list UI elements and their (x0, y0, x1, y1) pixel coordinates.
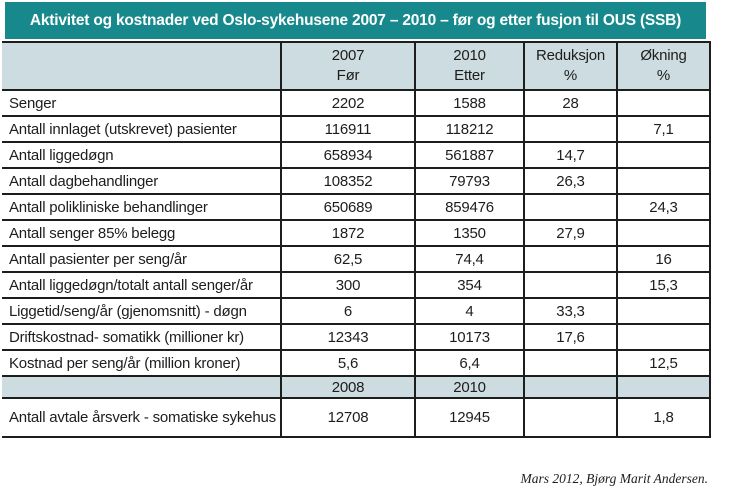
cell-reduksjon: 26,3 (523, 167, 618, 195)
header-sub: Før (336, 67, 360, 84)
header-sub: % (563, 67, 578, 84)
cell-2007: 12343 (280, 323, 416, 351)
cell-okning: 7,1 (616, 115, 711, 143)
cell-okning (616, 323, 711, 351)
credit-text: Mars 2012, Bjørg Marit Andersen. (520, 471, 709, 486)
row-label: Antall avtale årsverk - somatiske sykehu… (2, 397, 282, 438)
mid-header-2008: 2008 (280, 375, 416, 399)
cell-reduksjon (523, 397, 618, 438)
mid-header-okning (616, 375, 711, 399)
header-sub: Etter (454, 67, 485, 84)
cell-2007: 658934 (280, 141, 416, 169)
cell-2007: 650689 (280, 193, 416, 221)
cell-okning: 15,3 (616, 271, 711, 299)
cell-okning: 16 (616, 245, 711, 273)
row-label: Kostnad per seng/år (million kroner) (2, 349, 282, 377)
row-label: Antall pasienter per seng/år (2, 245, 282, 273)
header-reduksjon: Reduksjon % (523, 41, 618, 91)
table-row: Driftskostnad- somatikk (millioner kr) 1… (2, 323, 711, 351)
table-row: Antall pasienter per seng/år 62,5 74,4 1… (2, 245, 711, 273)
cell-reduksjon (523, 245, 618, 273)
header-year: Reduksjon (535, 46, 606, 64)
table-row: Liggetid/seng/år (gjenomsnitt) - døgn 6 … (2, 297, 711, 325)
cell-okning (616, 297, 711, 325)
table-title: Aktivitet og kostnader ved Oslo-sykehuse… (5, 2, 706, 39)
cell-reduksjon (523, 193, 618, 221)
table-row: Antall senger 85% belegg 1872 1350 27,9 (2, 219, 711, 247)
cell-reduksjon: 27,9 (523, 219, 618, 247)
cell-2007: 2202 (280, 89, 416, 117)
table-row: Kostnad per seng/år (million kroner) 5,6… (2, 349, 711, 377)
cell-reduksjon: 14,7 (523, 141, 618, 169)
header-row: 2007 Før 2010 Etter Reduksjon % Økning % (2, 41, 711, 91)
cell-okning (616, 219, 711, 247)
cell-reduksjon (523, 349, 618, 377)
header-year: Økning (640, 46, 687, 64)
cell-reduksjon (523, 271, 618, 299)
cell-2010: 1588 (414, 89, 525, 117)
cell-reduksjon: 33,3 (523, 297, 618, 325)
cell-2007: 6 (280, 297, 416, 325)
data-table: 2007 Før 2010 Etter Reduksjon % Økning % (2, 41, 711, 438)
cell-2010: 12945 (414, 397, 525, 438)
cell-2010: 10173 (414, 323, 525, 351)
row-label: Antall polikliniske behandlinger (2, 193, 282, 221)
cell-2007: 1872 (280, 219, 416, 247)
cell-2007: 108352 (280, 167, 416, 195)
row-label: Senger (2, 89, 282, 117)
cell-okning: 24,3 (616, 193, 711, 221)
row-label: Antall dagbehandlinger (2, 167, 282, 195)
mid-header-row: 2008 2010 (2, 375, 711, 399)
cell-2010: 859476 (414, 193, 525, 221)
cell-2010: 118212 (414, 115, 525, 143)
header-2007-for: 2007 Før (280, 41, 416, 91)
cell-2010: 354 (414, 271, 525, 299)
table-row: Antall liggedøgn 658934 561887 14,7 (2, 141, 711, 169)
cell-okning (616, 167, 711, 195)
cell-reduksjon: 17,6 (523, 323, 618, 351)
row-label: Antall liggedøgn/totalt antall senger/år (2, 271, 282, 299)
header-year: 2007 (331, 46, 365, 64)
mid-header-label (2, 375, 282, 399)
cell-2010: 79793 (414, 167, 525, 195)
table-row: Antall dagbehandlinger 108352 79793 26,3 (2, 167, 711, 195)
table-row: Antall innlaget (utskrevet) pasienter 11… (2, 115, 711, 143)
cell-reduksjon: 28 (523, 89, 618, 117)
cell-okning: 1,8 (616, 397, 711, 438)
mid-header-reduksjon (523, 375, 618, 399)
table-row: Antall avtale årsverk - somatiske sykehu… (2, 397, 711, 438)
mid-header-2010: 2010 (414, 375, 525, 399)
header-year: 2010 (453, 46, 486, 64)
cell-okning (616, 89, 711, 117)
cell-2010: 1350 (414, 219, 525, 247)
header-label-cell (2, 41, 282, 91)
row-label: Antall innlaget (utskrevet) pasienter (2, 115, 282, 143)
table-row: Antall liggedøgn/totalt antall senger/år… (2, 271, 711, 299)
cell-2010: 4 (414, 297, 525, 325)
cell-2007: 300 (280, 271, 416, 299)
cell-okning: 12,5 (616, 349, 711, 377)
row-label: Antall liggedøgn (2, 141, 282, 169)
table-row: Senger 2202 1588 28 (2, 89, 711, 117)
header-okning: Økning % (616, 41, 711, 91)
cell-2010: 74,4 (414, 245, 525, 273)
cell-2007: 62,5 (280, 245, 416, 273)
header-2010-etter: 2010 Etter (414, 41, 525, 91)
cell-okning (616, 141, 711, 169)
row-label: Antall senger 85% belegg (2, 219, 282, 247)
table-row: Antall polikliniske behandlinger 650689 … (2, 193, 711, 221)
header-sub: % (656, 67, 671, 84)
row-label: Liggetid/seng/år (gjenomsnitt) - døgn (2, 297, 282, 325)
cell-2010: 6,4 (414, 349, 525, 377)
cell-2010: 561887 (414, 141, 525, 169)
cell-reduksjon (523, 115, 618, 143)
cell-2008: 12708 (280, 397, 416, 438)
cell-2007: 116911 (280, 115, 416, 143)
row-label: Driftskostnad- somatikk (millioner kr) (2, 323, 282, 351)
cell-2007: 5,6 (280, 349, 416, 377)
